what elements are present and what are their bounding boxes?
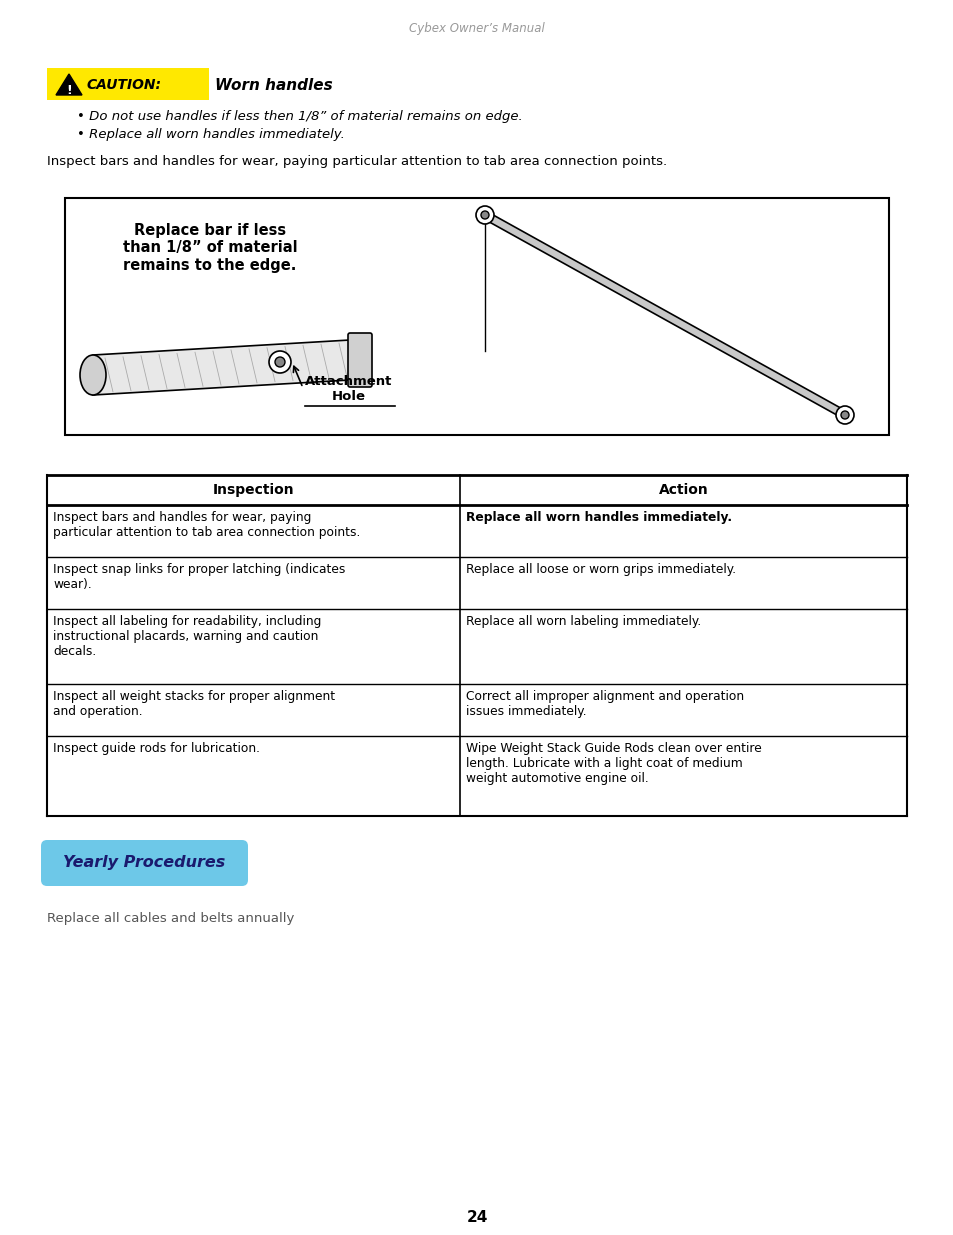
Text: Replace all worn labeling immediately.: Replace all worn labeling immediately.: [465, 615, 700, 629]
Circle shape: [274, 357, 285, 367]
Circle shape: [835, 406, 853, 424]
Text: Inspect bars and handles for wear, paying particular attention to tab area conne: Inspect bars and handles for wear, payin…: [47, 156, 666, 168]
Text: Replace all loose or worn grips immediately.: Replace all loose or worn grips immediat…: [465, 563, 736, 576]
Text: Inspect guide rods for lubrication.: Inspect guide rods for lubrication.: [53, 742, 260, 755]
Text: Correct all improper alignment and operation
issues immediately.: Correct all improper alignment and opera…: [465, 690, 743, 718]
Text: Replace all cables and belts annually: Replace all cables and belts annually: [47, 911, 294, 925]
Text: • Replace all worn handles immediately.: • Replace all worn handles immediately.: [77, 128, 345, 141]
Text: Cybex Owner’s Manual: Cybex Owner’s Manual: [409, 22, 544, 35]
Circle shape: [269, 351, 291, 373]
Text: Inspect all weight stacks for proper alignment
and operation.: Inspect all weight stacks for proper ali…: [53, 690, 335, 718]
Text: Inspect bars and handles for wear, paying
particular attention to tab area conne: Inspect bars and handles for wear, payin…: [53, 511, 360, 538]
Polygon shape: [92, 340, 350, 395]
Text: Inspect snap links for proper latching (indicates
wear).: Inspect snap links for proper latching (…: [53, 563, 345, 592]
Text: Attachment
Hole: Attachment Hole: [305, 375, 392, 403]
Text: Yearly Procedures: Yearly Procedures: [63, 856, 225, 871]
Polygon shape: [482, 211, 846, 419]
Text: !: !: [66, 84, 71, 96]
Text: Action: Action: [658, 483, 708, 496]
Circle shape: [841, 411, 848, 419]
Text: Replace bar if less
than 1/8” of material
remains to the edge.: Replace bar if less than 1/8” of materia…: [123, 224, 297, 273]
Text: Replace all worn handles immediately.: Replace all worn handles immediately.: [465, 511, 731, 524]
Bar: [65, 198, 888, 435]
Text: Inspect all labeling for readability, including
instructional placards, warning : Inspect all labeling for readability, in…: [53, 615, 321, 658]
FancyBboxPatch shape: [41, 840, 248, 885]
Text: Inspection: Inspection: [213, 483, 294, 496]
Ellipse shape: [80, 354, 106, 395]
Circle shape: [480, 211, 489, 219]
Text: 24: 24: [466, 1210, 487, 1225]
Text: Wipe Weight Stack Guide Rods clean over entire
length. Lubricate with a light co: Wipe Weight Stack Guide Rods clean over …: [465, 742, 760, 785]
Circle shape: [476, 206, 494, 224]
FancyBboxPatch shape: [348, 333, 372, 387]
Text: • Do not use handles if less then 1/8” of material remains on edge.: • Do not use handles if less then 1/8” o…: [77, 110, 522, 124]
Polygon shape: [56, 74, 82, 95]
Text: CAUTION:: CAUTION:: [87, 78, 162, 91]
Text: Worn handles: Worn handles: [214, 78, 333, 93]
Bar: [47, 68, 209, 100]
